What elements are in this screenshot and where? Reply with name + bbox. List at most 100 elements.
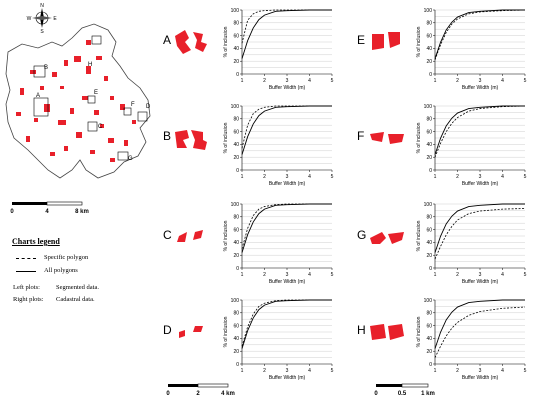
scalebar-left-tick-1: 2 — [196, 391, 200, 397]
map-marker-g: G — [128, 156, 133, 162]
map-marker-d: D — [146, 104, 151, 110]
scalebar-left-tick-0: 0 — [166, 391, 170, 397]
x-tick-label: 5 — [524, 174, 527, 180]
y-axis-label: % of inclusion — [223, 122, 229, 153]
x-tick-label: 3 — [479, 272, 482, 278]
y-tick-label: 0 — [236, 266, 239, 272]
compass-n: N — [40, 3, 44, 9]
series-line-all — [434, 105, 525, 155]
series-line-specific — [241, 299, 332, 347]
x-tick-label: 4 — [308, 272, 311, 278]
x-tick-label: 4 — [308, 174, 311, 180]
map-scale-tick-1: 4 — [45, 209, 49, 215]
x-axis-label: Buffer Width (m) — [462, 375, 499, 381]
y-tick-label: 100 — [424, 8, 433, 14]
polygon-thumb-g — [370, 232, 404, 244]
x-tick-label: 2 — [263, 368, 266, 374]
polygon-thumb-a — [175, 30, 207, 54]
legend-solid-line — [16, 271, 36, 272]
y-tick-label: 0 — [429, 168, 432, 174]
x-axis-label: Buffer Width (m) — [269, 181, 306, 187]
x-tick-label: 5 — [331, 272, 334, 278]
x-axis-label: Buffer Width (m) — [269, 85, 306, 91]
y-tick-label: 60 — [426, 129, 432, 135]
y-tick-label: 20 — [233, 349, 239, 355]
legend-title: Charts legend — [12, 237, 60, 246]
y-axis-label: % of inclusion — [223, 26, 229, 57]
series-line-all — [241, 203, 332, 253]
x-tick-label: 1 — [434, 174, 437, 180]
map-marker-e: E — [94, 90, 98, 96]
chart-b: 0 20 40 60 80 100 1 2 3 4 5 Buffer Width (m) % of in… — [223, 104, 334, 187]
x-axis-label: Buffer Width (m) — [462, 279, 499, 285]
x-tick-label: 5 — [524, 78, 527, 84]
x-tick-label: 4 — [501, 272, 504, 278]
x-tick-label: 5 — [524, 368, 527, 374]
series-line-specific — [434, 208, 526, 260]
chart-c: 0 20 40 60 80 100 1 2 3 4 5 Buffer Width (m) % of in… — [223, 202, 334, 285]
x-tick-label: 3 — [479, 78, 482, 84]
chart-g: 0 20 40 60 80 100 1 2 3 4 5 Buffer Width (m) % of in… — [416, 202, 527, 285]
y-tick-label: 100 — [424, 202, 433, 208]
y-tick-label: 40 — [426, 240, 432, 246]
legend-dashed-line — [16, 258, 36, 259]
panel-letter-e: E — [357, 33, 366, 47]
x-tick-label: 1 — [434, 272, 437, 278]
map-marker-b: B — [44, 65, 48, 71]
x-tick-label: 3 — [286, 174, 289, 180]
note-right-value: Cadastral data. — [56, 296, 95, 303]
map-marker-boxes — [33, 35, 148, 161]
note-left-value: Segmented data. — [56, 284, 99, 291]
x-tick-label: 1 — [241, 272, 244, 278]
x-tick-label: 5 — [331, 78, 334, 84]
y-tick-label: 100 — [424, 104, 433, 110]
x-tick-label: 4 — [308, 78, 311, 84]
x-tick-label: 5 — [331, 368, 334, 374]
x-tick-label: 2 — [263, 272, 266, 278]
y-tick-label: 20 — [426, 155, 432, 161]
scalebar-left: 0 2 4 km — [166, 383, 235, 397]
x-tick-label: 1 — [434, 78, 437, 84]
note-left-label: Left plots: — [13, 284, 40, 291]
polygon-thumb-h — [370, 324, 404, 340]
map-marker-a: A — [36, 93, 40, 99]
panel-letter-g: G — [357, 228, 367, 242]
series-line-specific — [241, 9, 332, 44]
x-axis-label: Buffer Width (m) — [269, 279, 306, 285]
y-tick-label: 40 — [233, 336, 239, 342]
series-line-all — [434, 299, 525, 349]
x-tick-label: 2 — [456, 78, 459, 84]
compass-e: E — [53, 16, 57, 22]
series-line-specific — [434, 105, 526, 158]
x-tick-label: 3 — [286, 272, 289, 278]
x-axis-label: Buffer Width (m) — [462, 181, 499, 187]
y-tick-label: 20 — [233, 155, 239, 161]
chart-e: 0 20 40 60 80 100 1 2 3 4 5 Buffer Width (m) % of in… — [416, 8, 527, 91]
y-tick-label: 0 — [236, 72, 239, 78]
x-tick-label: 4 — [501, 174, 504, 180]
x-tick-label: 3 — [479, 174, 482, 180]
series-line-specific — [241, 105, 332, 149]
y-tick-label: 20 — [426, 349, 432, 355]
panel-letter-b: B — [163, 129, 172, 143]
x-tick-label: 3 — [286, 78, 289, 84]
y-tick-label: 40 — [233, 240, 239, 246]
y-tick-label: 80 — [426, 311, 432, 317]
y-tick-label: 20 — [426, 59, 432, 65]
series-line-all — [434, 203, 525, 253]
x-tick-label: 1 — [434, 368, 437, 374]
polygon-thumb-c — [177, 230, 203, 242]
y-tick-label: 0 — [429, 362, 432, 368]
y-tick-label: 40 — [426, 46, 432, 52]
y-tick-label: 20 — [233, 59, 239, 65]
scalebar-right-tick-2: 1 km — [421, 391, 435, 397]
x-tick-label: 1 — [241, 368, 244, 374]
y-axis-label: % of inclusion — [416, 316, 422, 347]
y-tick-label: 0 — [236, 168, 239, 174]
y-tick-label: 60 — [426, 323, 432, 329]
chart-f: 0 20 40 60 80 100 1 2 3 4 5 Buffer Width (m) % of in… — [416, 104, 527, 187]
series-line-specific — [241, 203, 332, 249]
series-line-all — [241, 105, 332, 155]
y-tick-label: 80 — [233, 311, 239, 317]
y-tick-label: 60 — [233, 129, 239, 135]
